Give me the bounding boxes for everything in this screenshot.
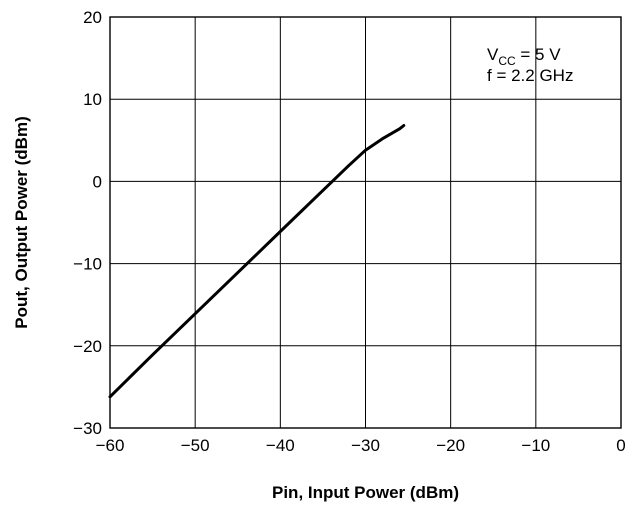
grid: [110, 17, 621, 428]
x-axis-label: Pin, Input Power (dBm): [272, 483, 459, 502]
x-tick-label: 0: [616, 436, 625, 455]
y-tick-labels: −30 −20 −10 0 10 20: [73, 8, 102, 438]
y-tick-label: −20: [73, 337, 102, 356]
x-tick-label: −30: [351, 436, 380, 455]
condition-annotation: VCC = 5 V f = 2.2 GHz: [487, 45, 573, 85]
vcc-subscript: CC: [498, 54, 516, 68]
y-axis-label: Pout, Output Power (dBm): [12, 116, 31, 328]
y-tick-label: 10: [83, 90, 102, 109]
x-tick-label: −20: [436, 436, 465, 455]
vcc-annotation: VCC = 5 V: [487, 45, 561, 68]
y-tick-label: 20: [83, 8, 102, 27]
series-line: [108, 124, 406, 399]
y-tick-label: 0: [93, 172, 102, 191]
x-tick-label: −50: [181, 436, 210, 455]
vcc-value: = 5 V: [516, 45, 562, 64]
x-tick-labels: −60 −50 −40 −30 −20 −10 0: [96, 436, 626, 455]
x-tick-label: −10: [521, 436, 550, 455]
vcc-main: V: [487, 45, 499, 64]
x-tick-label: −60: [96, 436, 125, 455]
plot-frame: [109, 16, 622, 429]
y-tick-label: −10: [73, 255, 102, 274]
series-layer: [108, 124, 406, 399]
frequency-annotation: f = 2.2 GHz: [487, 66, 573, 85]
x-tick-label: −40: [266, 436, 295, 455]
y-tick-label: −30: [73, 419, 102, 438]
